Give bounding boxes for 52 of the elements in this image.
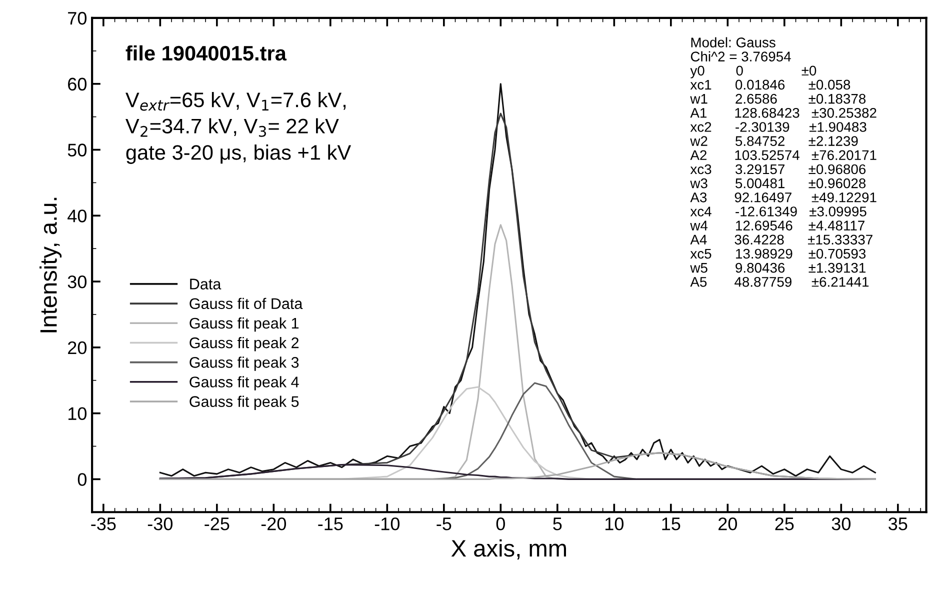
y-tick-label: 50 <box>68 144 87 156</box>
text: V$_{extr}$=65 kV, V$_{1}$=7.6 kV, V$_{2}$=34.7 kV, V$_{3}$= 22 kV gate 3-20 μs, bias +1 kV <box>126 92 352 164</box>
x-tick-label: -35 <box>91 517 116 530</box>
x-tick-label: -30 <box>148 517 173 530</box>
y-tick-label: 0 <box>78 473 87 486</box>
x-tick-label: -5 <box>436 518 452 530</box>
x-axis-title: X axis, mm <box>451 539 566 560</box>
y-tick-label: 70 <box>68 12 87 25</box>
legend-label: Gauss fit peak 1 <box>190 317 299 332</box>
y-tick-label: 10 <box>68 407 87 420</box>
x-tick-label: 0 <box>496 517 505 530</box>
annotation: xc3 3.29157 ±0.96806 <box>690 164 866 174</box>
annotation: w1 2.6586 ±0.18378 <box>690 94 866 104</box>
y-tick-label: 30 <box>68 275 87 288</box>
annotation: xc4 -12.61349 ±3.09995 <box>690 206 866 216</box>
y-axis-title: Intensity, a.u. <box>40 198 62 332</box>
y-tick-label: 40 <box>68 210 87 222</box>
legend-label: Gauss fit peak 3 <box>190 356 299 371</box>
text: file 19040015.tra <box>126 45 287 61</box>
annotation: A3 92.16497 ±49.12291 <box>690 192 876 202</box>
legend-label: Gauss fit of Data <box>190 298 303 310</box>
annotation: w4 12.69546 ±4.48117 <box>690 220 864 230</box>
x-tick-label: 10 <box>605 517 624 530</box>
annotation: xc5 13.98929 ±0.70593 <box>690 248 866 259</box>
annotation: y0 0 ±0 <box>690 66 816 78</box>
x-tick-label: 5 <box>553 518 562 530</box>
legend-label: Gauss fit peak 4 <box>190 376 299 390</box>
annotation: w5 9.80436 ±1.39131 <box>690 262 866 273</box>
annotation: Chi^2 = 3.76954 <box>690 51 791 62</box>
legend-label: Data <box>190 278 222 290</box>
annotation: w2 5.84752 ±2.1239 <box>690 136 858 146</box>
y-tick-label: 20 <box>68 341 87 354</box>
x-tick-label: 35 <box>888 517 908 530</box>
annotation: A4 36.4228 ±15.33337 <box>690 234 872 245</box>
x-tick-label: 30 <box>832 517 850 530</box>
annotation: xc2 -2.30139 ±1.90483 <box>690 122 866 132</box>
annotation: A1 128.68423 ±30.25382 <box>690 108 876 118</box>
y-tick-label: 60 <box>68 78 87 91</box>
x-tick-label: -20 <box>261 517 286 530</box>
annotation: A5 48.87759 ±6.21441 <box>690 276 869 287</box>
annotation: w3 5.00481 ±0.96028 <box>690 178 866 188</box>
annotation: Model: Gauss <box>691 37 776 48</box>
annotation: A2 103.52574 ±76.20171 <box>690 150 876 160</box>
x-tick-label: -10 <box>374 517 400 530</box>
x-tick-label: 25 <box>775 517 794 530</box>
x-tick-label: -25 <box>204 517 230 530</box>
x-tick-label: 15 <box>662 518 680 530</box>
x-tick-label: -15 <box>318 518 343 530</box>
legend-label: Gauss fit peak 5 <box>190 396 299 410</box>
legend-label: Gauss fit peak 2 <box>190 337 299 352</box>
annotation: xc1 0.01846 ±0.058 <box>690 80 850 90</box>
x-tick-label: 20 <box>718 517 737 530</box>
